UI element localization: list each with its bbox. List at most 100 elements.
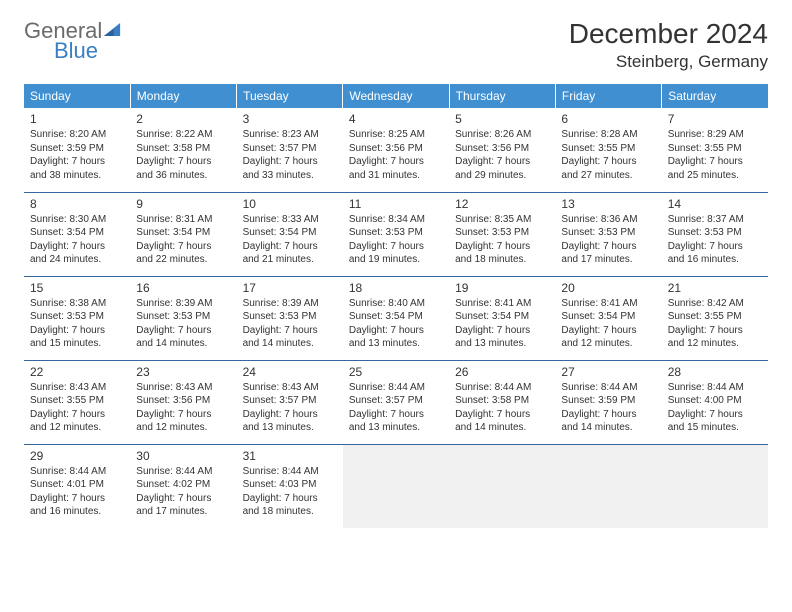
daylight-text: Daylight: 7 hours and 36 minutes. bbox=[136, 155, 230, 182]
calendar-day-cell: 25Sunrise: 8:44 AMSunset: 3:57 PMDayligh… bbox=[343, 360, 449, 444]
day-number: 22 bbox=[30, 364, 124, 380]
daylight-text: Daylight: 7 hours and 14 minutes. bbox=[455, 408, 549, 435]
calendar-day-cell bbox=[555, 444, 661, 528]
page-header: General Blue December 2024 Steinberg, Ge… bbox=[24, 18, 768, 72]
calendar-day-cell: 27Sunrise: 8:44 AMSunset: 3:59 PMDayligh… bbox=[555, 360, 661, 444]
daylight-text: Daylight: 7 hours and 13 minutes. bbox=[349, 408, 443, 435]
sunset-text: Sunset: 3:55 PM bbox=[668, 310, 762, 324]
calendar-day-cell: 4Sunrise: 8:25 AMSunset: 3:56 PMDaylight… bbox=[343, 108, 449, 192]
calendar-day-cell: 7Sunrise: 8:29 AMSunset: 3:55 PMDaylight… bbox=[662, 108, 768, 192]
sunset-text: Sunset: 3:57 PM bbox=[243, 394, 337, 408]
daylight-text: Daylight: 7 hours and 16 minutes. bbox=[30, 492, 124, 519]
daylight-text: Daylight: 7 hours and 27 minutes. bbox=[561, 155, 655, 182]
calendar-day-cell: 19Sunrise: 8:41 AMSunset: 3:54 PMDayligh… bbox=[449, 276, 555, 360]
sunset-text: Sunset: 4:03 PM bbox=[243, 478, 337, 492]
sunrise-text: Sunrise: 8:43 AM bbox=[30, 381, 124, 395]
day-number: 2 bbox=[136, 111, 230, 127]
sunrise-text: Sunrise: 8:33 AM bbox=[243, 213, 337, 227]
sunset-text: Sunset: 3:55 PM bbox=[30, 394, 124, 408]
sunrise-text: Sunrise: 8:44 AM bbox=[136, 465, 230, 479]
day-number: 5 bbox=[455, 111, 549, 127]
day-number: 6 bbox=[561, 111, 655, 127]
calendar-day-cell: 31Sunrise: 8:44 AMSunset: 4:03 PMDayligh… bbox=[237, 444, 343, 528]
sunset-text: Sunset: 3:53 PM bbox=[136, 310, 230, 324]
day-number: 10 bbox=[243, 196, 337, 212]
day-number: 25 bbox=[349, 364, 443, 380]
sunset-text: Sunset: 3:54 PM bbox=[243, 226, 337, 240]
daylight-text: Daylight: 7 hours and 13 minutes. bbox=[455, 324, 549, 351]
sunrise-text: Sunrise: 8:44 AM bbox=[561, 381, 655, 395]
day-number: 30 bbox=[136, 448, 230, 464]
daylight-text: Daylight: 7 hours and 14 minutes. bbox=[136, 324, 230, 351]
daylight-text: Daylight: 7 hours and 15 minutes. bbox=[30, 324, 124, 351]
sunset-text: Sunset: 3:59 PM bbox=[561, 394, 655, 408]
location-label: Steinberg, Germany bbox=[569, 52, 768, 72]
daylight-text: Daylight: 7 hours and 29 minutes. bbox=[455, 155, 549, 182]
daylight-text: Daylight: 7 hours and 15 minutes. bbox=[668, 408, 762, 435]
calendar-day-cell: 30Sunrise: 8:44 AMSunset: 4:02 PMDayligh… bbox=[130, 444, 236, 528]
calendar-week-row: 15Sunrise: 8:38 AMSunset: 3:53 PMDayligh… bbox=[24, 276, 768, 360]
daylight-text: Daylight: 7 hours and 14 minutes. bbox=[243, 324, 337, 351]
day-number: 3 bbox=[243, 111, 337, 127]
sunrise-text: Sunrise: 8:37 AM bbox=[668, 213, 762, 227]
weekday-header-row: Sunday Monday Tuesday Wednesday Thursday… bbox=[24, 84, 768, 108]
day-number: 20 bbox=[561, 280, 655, 296]
sunset-text: Sunset: 3:54 PM bbox=[455, 310, 549, 324]
sunrise-text: Sunrise: 8:39 AM bbox=[136, 297, 230, 311]
day-number: 18 bbox=[349, 280, 443, 296]
daylight-text: Daylight: 7 hours and 13 minutes. bbox=[243, 408, 337, 435]
sunset-text: Sunset: 3:54 PM bbox=[349, 310, 443, 324]
sunset-text: Sunset: 3:56 PM bbox=[455, 142, 549, 156]
daylight-text: Daylight: 7 hours and 13 minutes. bbox=[349, 324, 443, 351]
sunrise-text: Sunrise: 8:41 AM bbox=[455, 297, 549, 311]
daylight-text: Daylight: 7 hours and 31 minutes. bbox=[349, 155, 443, 182]
sunrise-text: Sunrise: 8:43 AM bbox=[243, 381, 337, 395]
day-number: 12 bbox=[455, 196, 549, 212]
sunset-text: Sunset: 4:02 PM bbox=[136, 478, 230, 492]
sunrise-text: Sunrise: 8:44 AM bbox=[455, 381, 549, 395]
weekday-header: Thursday bbox=[449, 84, 555, 108]
calendar-day-cell: 21Sunrise: 8:42 AMSunset: 3:55 PMDayligh… bbox=[662, 276, 768, 360]
day-number: 17 bbox=[243, 280, 337, 296]
day-number: 7 bbox=[668, 111, 762, 127]
day-number: 4 bbox=[349, 111, 443, 127]
weekday-header: Wednesday bbox=[343, 84, 449, 108]
sunset-text: Sunset: 3:54 PM bbox=[561, 310, 655, 324]
daylight-text: Daylight: 7 hours and 12 minutes. bbox=[136, 408, 230, 435]
calendar-day-cell: 12Sunrise: 8:35 AMSunset: 3:53 PMDayligh… bbox=[449, 192, 555, 276]
calendar-day-cell bbox=[449, 444, 555, 528]
daylight-text: Daylight: 7 hours and 18 minutes. bbox=[243, 492, 337, 519]
calendar-day-cell: 14Sunrise: 8:37 AMSunset: 3:53 PMDayligh… bbox=[662, 192, 768, 276]
day-number: 29 bbox=[30, 448, 124, 464]
sunrise-text: Sunrise: 8:22 AM bbox=[136, 128, 230, 142]
calendar-day-cell: 3Sunrise: 8:23 AMSunset: 3:57 PMDaylight… bbox=[237, 108, 343, 192]
daylight-text: Daylight: 7 hours and 18 minutes. bbox=[455, 240, 549, 267]
day-number: 24 bbox=[243, 364, 337, 380]
sunset-text: Sunset: 3:58 PM bbox=[455, 394, 549, 408]
calendar-week-row: 22Sunrise: 8:43 AMSunset: 3:55 PMDayligh… bbox=[24, 360, 768, 444]
sunrise-text: Sunrise: 8:38 AM bbox=[30, 297, 124, 311]
sunrise-text: Sunrise: 8:35 AM bbox=[455, 213, 549, 227]
sunrise-text: Sunrise: 8:36 AM bbox=[561, 213, 655, 227]
sunrise-text: Sunrise: 8:40 AM bbox=[349, 297, 443, 311]
day-number: 23 bbox=[136, 364, 230, 380]
day-number: 19 bbox=[455, 280, 549, 296]
daylight-text: Daylight: 7 hours and 33 minutes. bbox=[243, 155, 337, 182]
weekday-header: Saturday bbox=[662, 84, 768, 108]
sunrise-text: Sunrise: 8:29 AM bbox=[668, 128, 762, 142]
sunrise-text: Sunrise: 8:42 AM bbox=[668, 297, 762, 311]
calendar-day-cell: 2Sunrise: 8:22 AMSunset: 3:58 PMDaylight… bbox=[130, 108, 236, 192]
daylight-text: Daylight: 7 hours and 24 minutes. bbox=[30, 240, 124, 267]
brand-logo: General Blue bbox=[24, 18, 121, 64]
calendar-day-cell: 20Sunrise: 8:41 AMSunset: 3:54 PMDayligh… bbox=[555, 276, 661, 360]
calendar-day-cell bbox=[662, 444, 768, 528]
brand-triangle-icon bbox=[103, 23, 121, 41]
daylight-text: Daylight: 7 hours and 21 minutes. bbox=[243, 240, 337, 267]
day-number: 16 bbox=[136, 280, 230, 296]
calendar-day-cell: 18Sunrise: 8:40 AMSunset: 3:54 PMDayligh… bbox=[343, 276, 449, 360]
daylight-text: Daylight: 7 hours and 12 minutes. bbox=[30, 408, 124, 435]
sunset-text: Sunset: 3:53 PM bbox=[243, 310, 337, 324]
daylight-text: Daylight: 7 hours and 14 minutes. bbox=[561, 408, 655, 435]
sunrise-text: Sunrise: 8:23 AM bbox=[243, 128, 337, 142]
calendar-day-cell: 15Sunrise: 8:38 AMSunset: 3:53 PMDayligh… bbox=[24, 276, 130, 360]
